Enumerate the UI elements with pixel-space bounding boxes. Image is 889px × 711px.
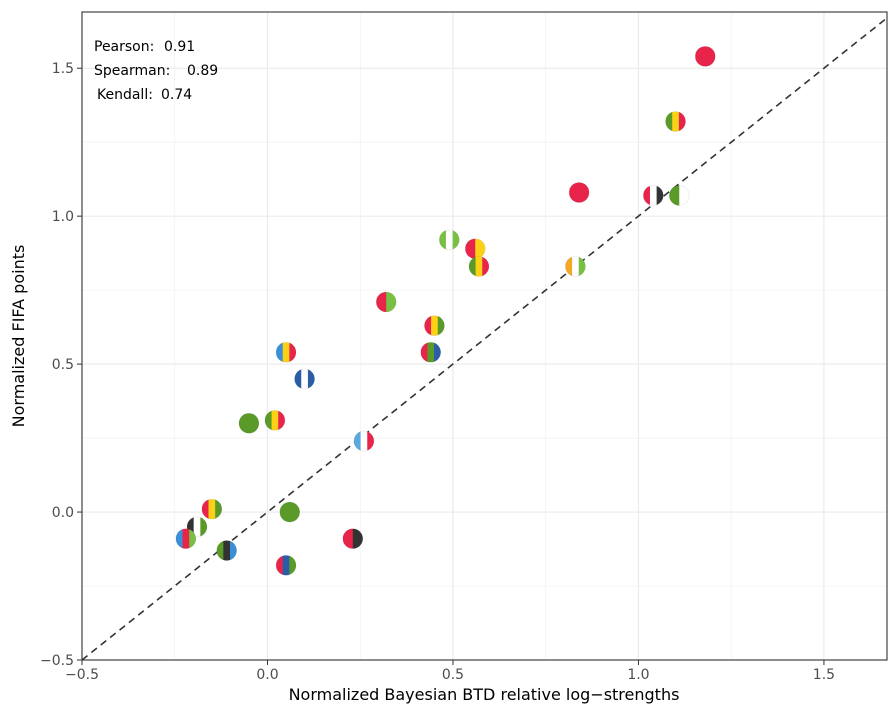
flag-point bbox=[568, 182, 590, 203]
flag-point bbox=[668, 185, 690, 206]
spearman-label: Spearman: bbox=[94, 63, 170, 79]
flag-point bbox=[238, 412, 260, 434]
flag-point bbox=[694, 45, 716, 67]
flag-point bbox=[264, 409, 286, 431]
flag-point bbox=[438, 229, 460, 251]
spearman-value: 0.89 bbox=[187, 63, 218, 79]
y-tick-label: −0.5 bbox=[40, 653, 74, 669]
flag-point bbox=[564, 256, 586, 277]
pearson-label: Pearson: bbox=[94, 39, 154, 55]
flag-point bbox=[665, 111, 686, 132]
kendall-label: Kendall: bbox=[97, 87, 153, 103]
y-tick-label: 0.5 bbox=[52, 357, 74, 373]
y-tick-label: 0.0 bbox=[52, 505, 74, 521]
flag-point bbox=[468, 256, 490, 277]
flag-point bbox=[175, 528, 197, 550]
x-axis-title: Normalized Bayesian BTD relative log−str… bbox=[289, 685, 680, 704]
pearson-value: 0.91 bbox=[164, 39, 195, 55]
y-axis-ticks: −0.5 0.0 0.5 1.0 1.5 bbox=[40, 61, 82, 669]
y-tick-label: 1.0 bbox=[52, 209, 74, 225]
flag-point bbox=[186, 516, 208, 538]
flag-point bbox=[464, 238, 486, 260]
correlation-annotations: Pearson: 0.91 Spearman: 0.89 Kendall: 0.… bbox=[94, 39, 218, 103]
flag-point bbox=[275, 554, 297, 576]
flag-point bbox=[342, 528, 364, 550]
flag-point bbox=[279, 501, 301, 523]
flag-point bbox=[201, 498, 223, 520]
y-axis-title: Normalized FIFA points bbox=[9, 245, 28, 428]
x-axis-ticks: −0.5 0.0 0.5 1.0 1.5 bbox=[65, 660, 835, 683]
flag-point bbox=[275, 341, 297, 363]
flag-point bbox=[294, 368, 315, 390]
x-tick-label: 0.5 bbox=[442, 667, 464, 683]
y-tick-label: 1.5 bbox=[52, 61, 74, 77]
x-tick-label: −0.5 bbox=[65, 667, 99, 683]
x-tick-label: 1.5 bbox=[813, 667, 835, 683]
kendall-value: 0.74 bbox=[161, 87, 192, 103]
flag-point bbox=[375, 291, 397, 313]
data-points bbox=[175, 45, 716, 576]
reference-line-group bbox=[82, 17, 887, 660]
flag-point bbox=[216, 540, 238, 561]
identity-reference-line bbox=[82, 17, 887, 660]
x-tick-label: 1.0 bbox=[627, 667, 649, 683]
minor-grid bbox=[82, 12, 887, 660]
flag-point bbox=[424, 315, 445, 337]
x-tick-label: 0.0 bbox=[256, 667, 278, 683]
flag-point bbox=[642, 185, 664, 206]
panel-border bbox=[81, 11, 888, 661]
flag-point bbox=[420, 341, 442, 363]
flag-point bbox=[353, 430, 375, 452]
